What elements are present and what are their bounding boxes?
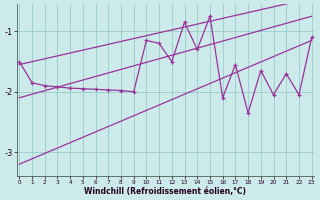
X-axis label: Windchill (Refroidissement éolien,°C): Windchill (Refroidissement éolien,°C)	[84, 187, 246, 196]
